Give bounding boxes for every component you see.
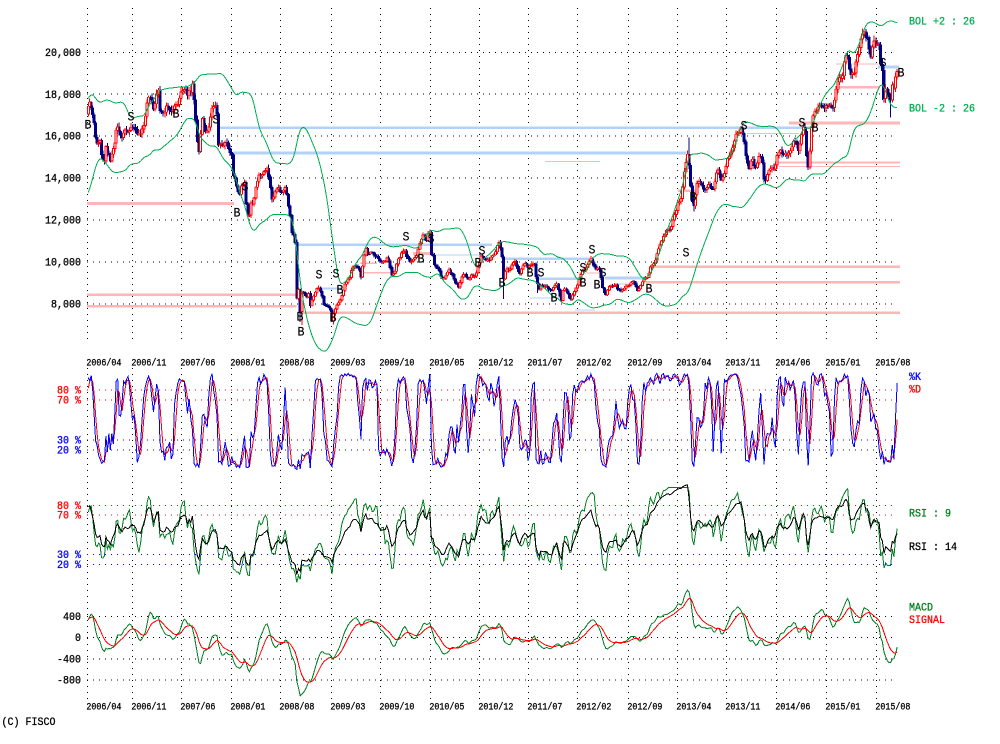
svg-text:2015/01: 2015/01 <box>825 357 860 369</box>
svg-text:2010/12: 2010/12 <box>478 702 513 714</box>
svg-text:RSI : 14: RSI : 14 <box>909 542 957 554</box>
svg-text:%K: %K <box>909 372 921 384</box>
svg-text:B: B <box>812 122 819 136</box>
svg-text:2013/04: 2013/04 <box>676 702 711 714</box>
svg-text:B: B <box>646 283 653 297</box>
svg-text:16,000: 16,000 <box>45 132 81 144</box>
svg-text:2014/06: 2014/06 <box>775 357 810 369</box>
svg-text:S: S <box>580 262 587 276</box>
svg-text:B: B <box>298 326 305 340</box>
svg-text:2008/01: 2008/01 <box>230 702 265 714</box>
svg-text:B: B <box>337 284 344 298</box>
svg-text:B: B <box>499 277 506 291</box>
svg-text:B: B <box>527 267 534 281</box>
svg-text:2006/11: 2006/11 <box>131 702 166 714</box>
svg-text:8,000: 8,000 <box>51 300 81 312</box>
svg-text:2012/09: 2012/09 <box>627 357 662 369</box>
svg-text:S: S <box>428 233 435 247</box>
svg-text:10,000: 10,000 <box>45 258 81 270</box>
svg-text:2011/07: 2011/07 <box>527 357 562 369</box>
svg-text:400: 400 <box>63 612 81 624</box>
svg-text:2013/11: 2013/11 <box>725 357 760 369</box>
svg-text:2009/03: 2009/03 <box>330 702 365 714</box>
svg-text:2012/02: 2012/02 <box>576 702 611 714</box>
svg-text:RSI : 9: RSI : 9 <box>909 509 951 521</box>
svg-text:2014/06: 2014/06 <box>775 702 810 714</box>
svg-text:(C) FISCO: (C) FISCO <box>2 717 56 729</box>
svg-text:12,000: 12,000 <box>45 216 81 228</box>
svg-text:2009/10: 2009/10 <box>379 357 414 369</box>
svg-text:MACD: MACD <box>909 603 933 615</box>
svg-text:SIGNAL: SIGNAL <box>909 615 945 627</box>
svg-text:2011/07: 2011/07 <box>527 702 562 714</box>
svg-text:2007/06: 2007/06 <box>180 357 215 369</box>
svg-text:BOL -2 : 26: BOL -2 : 26 <box>909 104 975 116</box>
svg-text:S: S <box>589 244 596 258</box>
svg-text:S: S <box>403 231 410 245</box>
svg-text:B: B <box>551 292 558 306</box>
svg-text:2006/04: 2006/04 <box>86 702 121 714</box>
svg-text:S: S <box>213 114 220 128</box>
svg-text:B: B <box>475 257 482 271</box>
svg-text:2012/09: 2012/09 <box>627 702 662 714</box>
svg-text:2015/08: 2015/08 <box>875 357 910 369</box>
svg-text:S: S <box>128 111 135 125</box>
svg-text:B: B <box>173 108 180 122</box>
svg-text:B: B <box>85 119 92 133</box>
svg-text:B: B <box>330 312 337 326</box>
svg-text:%D: %D <box>909 385 921 397</box>
svg-text:20,000: 20,000 <box>45 48 81 60</box>
svg-text:-800: -800 <box>57 676 81 688</box>
svg-text:80 %: 80 % <box>57 386 81 398</box>
svg-text:S: S <box>600 267 607 281</box>
svg-text:2006/04: 2006/04 <box>86 357 121 369</box>
svg-text:2007/06: 2007/06 <box>180 702 215 714</box>
svg-text:S: S <box>316 269 323 283</box>
svg-text:20 %: 20 % <box>57 446 81 458</box>
svg-text:2006/11: 2006/11 <box>131 357 166 369</box>
svg-text:2015/08: 2015/08 <box>875 702 910 714</box>
svg-text:2013/04: 2013/04 <box>676 357 711 369</box>
svg-text:S: S <box>880 57 887 71</box>
svg-text:-400: -400 <box>57 654 81 666</box>
svg-text:70 %: 70 % <box>57 396 81 408</box>
svg-text:0: 0 <box>75 633 81 645</box>
svg-text:2008/08: 2008/08 <box>279 702 314 714</box>
svg-text:B: B <box>418 253 425 267</box>
svg-text:30 %: 30 % <box>57 550 81 562</box>
svg-text:S: S <box>333 268 340 282</box>
svg-text:S: S <box>741 120 748 134</box>
svg-text:2009/10: 2009/10 <box>379 702 414 714</box>
svg-text:2012/02: 2012/02 <box>576 357 611 369</box>
svg-text:S: S <box>479 245 486 259</box>
svg-text:14,000: 14,000 <box>45 174 81 186</box>
svg-text:2008/08: 2008/08 <box>279 357 314 369</box>
svg-text:2010/05: 2010/05 <box>429 357 464 369</box>
svg-text:18,000: 18,000 <box>45 90 81 102</box>
svg-text:S: S <box>242 181 249 195</box>
svg-text:2008/01: 2008/01 <box>230 357 265 369</box>
svg-text:B: B <box>234 207 241 221</box>
svg-text:2015/01: 2015/01 <box>825 702 860 714</box>
svg-text:30 %: 30 % <box>57 436 81 448</box>
svg-text:S: S <box>799 117 806 131</box>
svg-text:2013/11: 2013/11 <box>725 702 760 714</box>
svg-text:B: B <box>690 191 697 205</box>
svg-text:S: S <box>538 267 545 281</box>
svg-text:20 %: 20 % <box>57 560 81 572</box>
svg-text:B: B <box>580 277 587 291</box>
svg-text:BOL +2 : 26: BOL +2 : 26 <box>909 17 975 29</box>
svg-text:B: B <box>898 67 905 81</box>
svg-text:B: B <box>297 311 304 325</box>
svg-text:2010/05: 2010/05 <box>429 702 464 714</box>
svg-text:80 %: 80 % <box>57 501 81 513</box>
svg-text:70 %: 70 % <box>57 511 81 523</box>
svg-text:2010/12: 2010/12 <box>478 357 513 369</box>
svg-text:B: B <box>594 279 601 293</box>
svg-text:S: S <box>683 247 690 261</box>
svg-text:2009/03: 2009/03 <box>330 357 365 369</box>
